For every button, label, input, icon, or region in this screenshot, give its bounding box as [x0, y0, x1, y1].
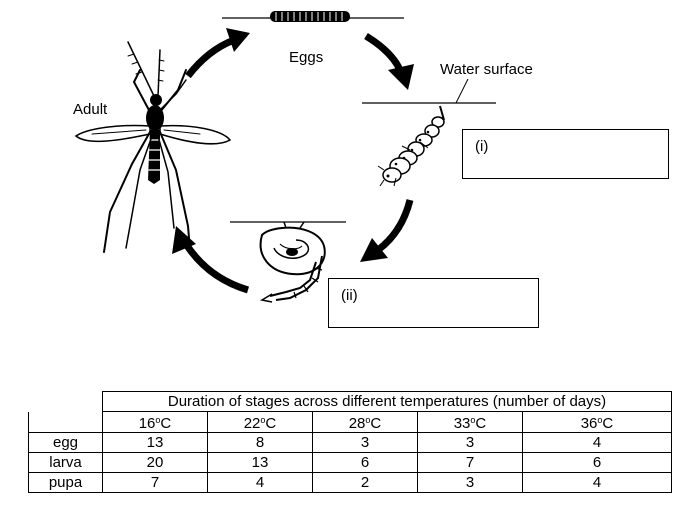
pupa-illustration — [230, 221, 346, 303]
answer-box-i[interactable]: (i) — [462, 129, 669, 179]
water-surface-label: Water surface — [440, 61, 533, 78]
egg-raft-illustration — [222, 11, 404, 22]
table-caption-row: Duration of stages across different temp… — [29, 391, 672, 412]
table-cell: 3 — [312, 432, 418, 453]
table-caption: Duration of stages across different temp… — [102, 391, 672, 412]
table-cell: 20 — [102, 452, 208, 473]
table-cell: 6 — [522, 452, 672, 473]
larva-illustration — [362, 78, 496, 187]
stage-label: larva — [28, 452, 103, 473]
cycle-arrow-adult-to-eggs — [185, 28, 250, 79]
table-cell: 13 — [207, 452, 313, 473]
answer-box-ii[interactable]: (ii) — [328, 278, 539, 328]
table-cell: 4 — [207, 472, 313, 493]
stage-label: pupa — [28, 472, 103, 493]
table-cell: 8 — [207, 432, 313, 453]
answer-box-ii-label: (ii) — [341, 287, 358, 304]
table-row: egg 13 8 3 3 4 — [28, 432, 672, 453]
cycle-arrow-eggs-to-larva — [364, 33, 414, 90]
temperature-header: 33oC — [417, 411, 523, 433]
cycle-arrow-larva-to-pupa — [360, 199, 414, 262]
table-cell: 3 — [417, 432, 523, 453]
table-cell: 3 — [417, 472, 523, 493]
table-cell: 7 — [417, 452, 523, 473]
table-cell: 6 — [312, 452, 418, 473]
answer-box-i-label: (i) — [475, 138, 489, 155]
cycle-arrow-pupa-to-adult — [172, 226, 250, 294]
temperature-header-row: 16oC 22oC 28oC 33oC 36oC — [28, 411, 672, 433]
temperature-header: 16oC — [102, 411, 208, 433]
adult-label: Adult — [73, 101, 108, 118]
temperature-header: 36oC — [522, 411, 672, 433]
table-cell: 7 — [102, 472, 208, 493]
temperature-header: 28oC — [312, 411, 418, 433]
table-cell: 4 — [522, 432, 672, 453]
adult-mosquito-illustration — [74, 41, 232, 253]
table-row: larva 20 13 6 7 6 — [28, 452, 672, 473]
table-cell: 2 — [312, 472, 418, 493]
temperature-header: 22oC — [207, 411, 313, 433]
table-cell: 4 — [522, 472, 672, 493]
table-row: pupa 7 4 2 3 4 — [28, 472, 672, 493]
stage-label: egg — [28, 432, 103, 453]
duration-table: Duration of stages across different temp… — [28, 391, 672, 493]
eggs-label: Eggs — [289, 49, 324, 66]
table-cell: 13 — [102, 432, 208, 453]
